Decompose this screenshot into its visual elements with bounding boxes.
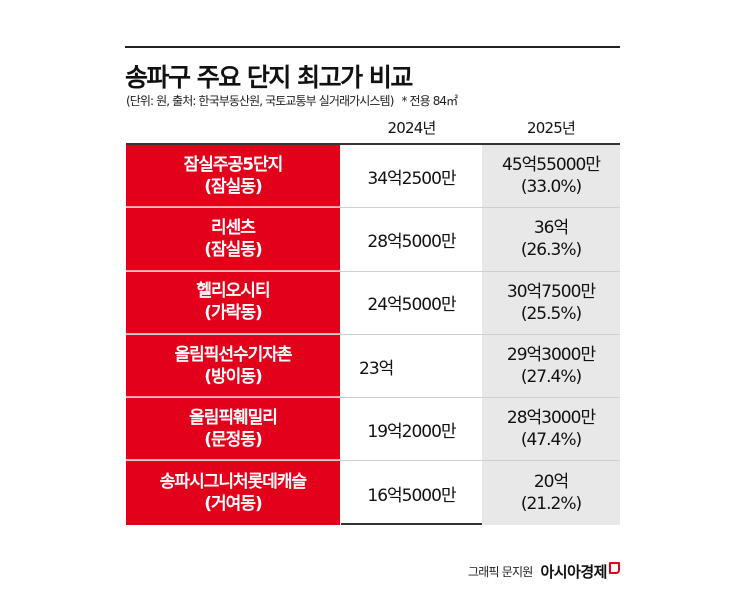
price-2024: 23억 [359,358,394,379]
district-name: (가락동) [204,303,262,324]
top-rule [125,46,620,48]
price-2025: 28억3000만 [506,408,596,429]
change-rate: (33.0%) [520,177,582,198]
complex-name: 올림픽선수기자촌 [174,344,292,365]
table-row: 올림픽훼밀리 (문정동) 19억2000만 28억3000만 (47.4%) [126,398,620,462]
table-row: 리센츠 (잠실동) 28억5000만 36억 (26.3%) [126,208,620,272]
price-2024: 19억2000만 [367,421,456,442]
complex-name-cell: 잠실주공5단지 (잠실동) [126,145,341,208]
complex-name-cell: 올림픽훼밀리 (문정동) [126,398,341,461]
complex-name-cell: 올림픽선수기자촌 (방이동) [126,334,341,398]
source-note: (단위: 원, 출처: 한국부동산원, 국토교통부 실거래가시스템) [126,94,394,108]
price-2025: 20억 [533,472,569,493]
table-row: 헬리오시티 (가락동) 24억5000만 30억7500만 (25.5%) [126,271,620,335]
subtitle: (단위: 원, 출처: 한국부동산원, 국토교통부 실거래가시스템) * 전용 8… [126,92,458,109]
complex-name: 잠실주공5단지 [183,154,284,175]
table-row: 올림픽선수기자촌 (방이동) 23억 29억3000만 (27.4%) [126,334,620,399]
price-2025-cell: 45억55000만 (33.0%) [482,145,620,208]
change-rate: (27.4%) [520,367,582,388]
price-2024: 34억2500만 [367,168,456,189]
change-rate: (47.4%) [520,430,582,451]
graphic-credit: 그래픽 문지원 [468,565,533,579]
brand-mark-icon [609,561,620,574]
price-2025-cell: 28억3000만 (47.4%) [482,398,620,461]
complex-name-cell: 헬리오시티 (가락동) [126,271,341,334]
complex-name: 리센츠 [211,217,256,238]
price-2025-cell: 29억3000만 (27.4%) [482,334,620,398]
price-2025: 30억7500만 [506,281,596,302]
price-2025-cell: 36억 (26.3%) [482,208,620,271]
column-header-2025: 2025년 [527,119,576,137]
change-rate: (26.3%) [520,240,582,261]
complex-name-cell: 송파시그니처롯데캐슬 (거여동) [126,461,341,525]
district-name: (문정동) [204,429,262,450]
complex-name: 송파시그니처롯데캐슬 [159,472,307,493]
district-name: (잠실동) [204,176,262,197]
district-name: (거여동) [204,494,262,515]
price-2025-cell: 30억7500만 (25.5%) [482,271,620,334]
area-note: * 전용 84㎡ [401,94,458,108]
column-header-2024: 2024년 [387,119,437,137]
page-title: 송파구 주요 단지 최고가 비교 [125,63,413,92]
price-2025-cell: 20억 (21.2%) [482,461,620,525]
complex-name-cell: 리센츠 (잠실동) [126,208,341,271]
price-2025: 45억55000만 [502,155,601,176]
district-name: (잠실동) [204,239,262,260]
change-rate: (21.2%) [520,494,582,515]
district-name: (방이동) [204,366,262,387]
price-2024: 16억5000만 [367,485,456,506]
change-rate: (25.5%) [520,303,582,324]
price-2024: 28억5000만 [367,231,456,252]
table-row: 송파시그니처롯데캐슬 (거여동) 16억5000만 20억 (21.2%) [126,461,620,525]
price-comparison-table: 잠실주공5단지 (잠실동) 34억2500만 45억55000만 (33.0%)… [126,143,620,525]
credit-line: 그래픽 문지원 아시아경제 [468,561,620,582]
price-2025: 36억 [533,218,569,239]
brand-logo-text: 아시아경제 [540,563,607,581]
complex-name: 올림픽훼밀리 [189,407,278,428]
price-2025: 29억3000만 [506,345,596,366]
price-2024: 24억5000만 [367,295,456,316]
table-row: 잠실주공5단지 (잠실동) 34억2500만 45억55000만 (33.0%) [126,145,620,209]
complex-name: 헬리오시티 [196,281,270,302]
